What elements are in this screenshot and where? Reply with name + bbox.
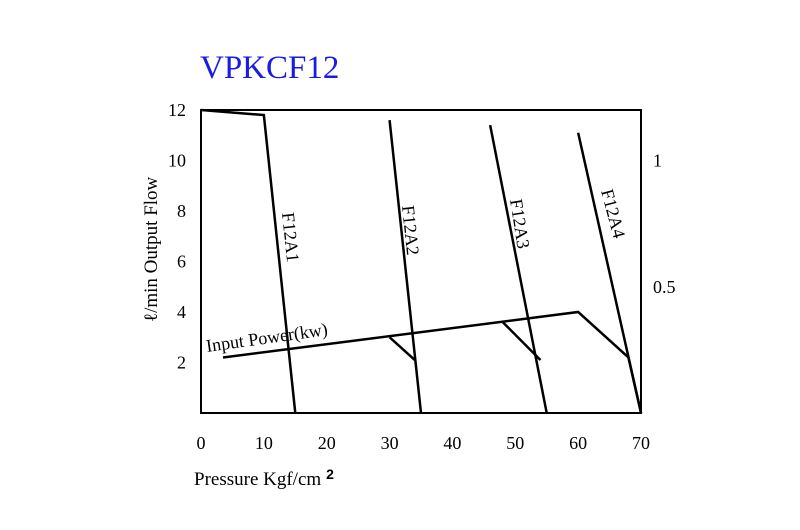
series-label-f12a1: F12A1 bbox=[278, 211, 303, 263]
y2-tick-labels: 0.51 bbox=[653, 151, 676, 297]
y-axis-label: ℓ/min Output Flow bbox=[141, 176, 162, 322]
y-tick-labels: 2 4 6 8 10 12 bbox=[168, 100, 186, 373]
x-tick-label: 10 bbox=[255, 433, 273, 453]
power-series-group bbox=[222, 310, 643, 414]
x-axis-label-superscript: 2 bbox=[326, 466, 334, 482]
y-tick-label: 8 bbox=[177, 201, 186, 221]
x-tick-label: 60 bbox=[569, 433, 587, 453]
power-line-branch bbox=[501, 321, 542, 361]
y-tick-label: 12 bbox=[168, 100, 186, 120]
y-tick-label: 4 bbox=[177, 302, 186, 322]
series-label-f12a4: F12A4 bbox=[597, 187, 629, 240]
flow-line-f12a2 bbox=[388, 119, 423, 414]
chart-title: VPKCF12 bbox=[200, 50, 339, 86]
series-label-f12a2: F12A2 bbox=[398, 204, 423, 256]
x-axis-label: Pressure Kgf/cm 2 bbox=[194, 466, 334, 490]
flow-series-group bbox=[200, 108, 643, 414]
x-tick-label: 0 bbox=[197, 433, 206, 453]
flow-line-f12a3 bbox=[488, 124, 548, 414]
y-tick-label: 2 bbox=[177, 353, 186, 373]
x-tick-label: 30 bbox=[381, 433, 399, 453]
x-tick-label: 20 bbox=[318, 433, 336, 453]
power-line-branch bbox=[388, 336, 416, 361]
x-axis-label-text: Pressure Kgf/cm bbox=[194, 469, 321, 490]
y-tick-label: 6 bbox=[177, 252, 186, 272]
y-tick-label: 10 bbox=[168, 151, 186, 171]
series-label-f12a3: F12A3 bbox=[506, 197, 534, 250]
y2-tick-label: 0.5 bbox=[653, 277, 676, 297]
flow-line-f12a1 bbox=[200, 108, 297, 414]
power-line-main bbox=[222, 310, 643, 414]
x-tick-labels: 0 10 20 30 40 50 60 70 bbox=[197, 433, 651, 453]
x-tick-label: 70 bbox=[632, 433, 650, 453]
y2-tick-label: 1 bbox=[653, 151, 662, 171]
x-tick-label: 40 bbox=[443, 433, 461, 453]
x-tick-label: 50 bbox=[506, 433, 524, 453]
